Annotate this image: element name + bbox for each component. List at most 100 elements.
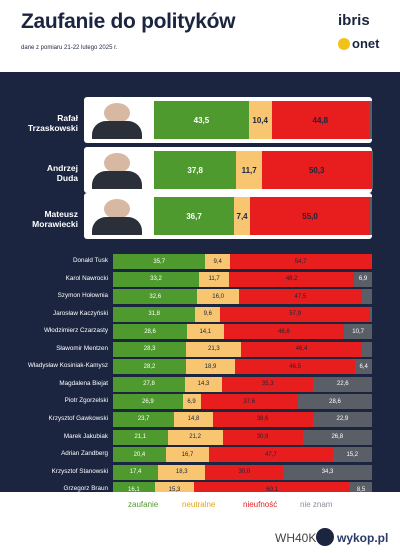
politician-bar-neutralne: 14,8 bbox=[174, 411, 213, 427]
politician-name: Marek Jakubiak bbox=[63, 432, 108, 440]
politician-bar-nieufnosc: 38,6 bbox=[212, 411, 313, 427]
featured-name: Rafał Trzaskowski bbox=[8, 113, 78, 133]
legend-zaufanie: zaufanie bbox=[128, 500, 159, 509]
featured-name: Mateusz Morawiecki bbox=[8, 209, 78, 229]
politician-bar-zaufanie: 21,1 bbox=[113, 429, 168, 445]
politician-bar-nie-znam bbox=[370, 306, 372, 322]
politician-bar-neutralne: 11,7 bbox=[198, 271, 230, 287]
politician-bar-nie-znam: 34,3 bbox=[283, 464, 372, 480]
legend-nieufnosc: nieufność bbox=[243, 500, 278, 509]
featured-name-line2: Trzaskowski bbox=[27, 123, 78, 133]
politician-bar-nieufnosc: 47,7 bbox=[209, 447, 333, 463]
politician-bar-nieufnosc: 30,9 bbox=[222, 429, 303, 445]
politician-bar-nie-znam bbox=[371, 254, 372, 269]
politician-bar-zaufanie: 35,7 bbox=[113, 254, 206, 269]
politician-bar-neutralne: 16,0 bbox=[197, 289, 239, 305]
politician-bar-nieufnosc: 46,5 bbox=[234, 359, 356, 375]
politician-bar-nie-znam: 22,6 bbox=[313, 376, 372, 392]
politician-name: Karol Nawrocki bbox=[65, 274, 108, 282]
politician-bar-nieufnosc: 46,6 bbox=[223, 324, 345, 340]
politician-name: Szymon Hołownia bbox=[57, 292, 108, 300]
wykop-logo-icon bbox=[316, 528, 334, 546]
politician-bar-neutralne: 18,9 bbox=[186, 359, 235, 375]
featured-bar-nie-znam bbox=[369, 101, 372, 139]
politician-name: Magdalena Biejat bbox=[59, 379, 108, 387]
politician-name: Donald Tusk bbox=[72, 257, 108, 264]
politician-bar-nieufnosc: 35,3 bbox=[222, 376, 314, 392]
politician-name: Krzysztof Gawkowski bbox=[48, 414, 108, 422]
politician-bar-nieufnosc: 57,9 bbox=[220, 306, 371, 322]
page-subtitle: dane z pomiaru 21-22 lutego 2025 r. bbox=[21, 45, 118, 51]
politician-bar-nieufnosc: 46,4 bbox=[241, 341, 362, 357]
legend-neutralne: neutralne bbox=[182, 500, 216, 509]
politician-name: Adrian Zandberg bbox=[61, 450, 108, 458]
politician-bar-nieufnosc: 37,6 bbox=[200, 394, 298, 410]
featured-bar-neutralne: 11,7 bbox=[236, 151, 262, 189]
politician-name: Władysław Kosiniak-Kamysz bbox=[27, 362, 108, 370]
politician-name: Jarosław Kaczyński bbox=[53, 309, 108, 317]
portrait-head bbox=[104, 153, 130, 173]
portrait-suit bbox=[92, 121, 142, 139]
featured-name-line2: Morawiecki bbox=[32, 219, 78, 229]
politician-bar-zaufanie: 32,6 bbox=[113, 289, 198, 305]
politician-bar-nieufnosc: 47,5 bbox=[238, 289, 362, 305]
politician-bar-neutralne: 14,3 bbox=[185, 376, 223, 392]
politician-bar-zaufanie: 28,3 bbox=[113, 341, 187, 357]
politician-bar-zaufanie: 31,8 bbox=[113, 306, 196, 322]
featured-bar-zaufanie: 37,8 bbox=[154, 151, 237, 189]
politician-bar-nie-znam: 26,8 bbox=[302, 429, 372, 445]
politician-bar-nie-znam: 6,9 bbox=[354, 271, 372, 287]
featured-bar-nieufnosc: 44,8 bbox=[271, 101, 370, 139]
politician-name: Włodzimierz Czarzasty bbox=[43, 327, 108, 335]
featured-bar-nieufnosc: 55,0 bbox=[250, 197, 371, 235]
politician-bar-zaufanie: 33,2 bbox=[113, 271, 199, 287]
legend-nie-znam: nie znam bbox=[300, 500, 333, 509]
politician-bar-zaufanie: 17,4 bbox=[113, 464, 159, 480]
politician-bar-nie-znam: 22,9 bbox=[312, 411, 372, 427]
portrait-head bbox=[104, 199, 130, 219]
politician-bar-nie-znam: 10,7 bbox=[344, 324, 372, 340]
featured-name-line2: Duda bbox=[56, 173, 78, 183]
politician-bar-nieufnosc: 48,2 bbox=[229, 271, 355, 287]
politician-bar-zaufanie: 23,7 bbox=[113, 411, 175, 427]
portrait-suit bbox=[92, 171, 142, 189]
politician-bar-zaufanie: 28,2 bbox=[113, 359, 187, 375]
politician-bar-neutralne: 9,4 bbox=[205, 254, 230, 269]
politician-bar-nie-znam: 28,6 bbox=[297, 394, 372, 410]
politician-bar-nie-znam bbox=[361, 341, 372, 357]
portrait-head bbox=[104, 103, 130, 123]
politician-bar-zaufanie: 26,9 bbox=[113, 394, 183, 410]
watermark-text: WH40K z bbox=[275, 531, 326, 545]
legend-area bbox=[0, 492, 400, 523]
featured-name: Andrzej Duda bbox=[8, 163, 78, 183]
featured-bar-neutralne: 10,4 bbox=[248, 101, 272, 139]
portrait-suit bbox=[92, 217, 142, 235]
politician-name: Sławomir Mentzen bbox=[56, 344, 108, 352]
politician-bar-neutralne: 21,3 bbox=[186, 341, 242, 357]
politician-bar-nie-znam bbox=[361, 289, 372, 305]
featured-name-line1: Mateusz bbox=[44, 209, 78, 219]
featured-bar-nieufnosc: 50,3 bbox=[261, 151, 372, 189]
politician-bar-neutralne: 14,1 bbox=[187, 324, 224, 340]
politician-bar-nie-znam: 6,4 bbox=[355, 359, 372, 375]
featured-name-line1: Rafał bbox=[57, 113, 78, 123]
page-title: Zaufanie do polityków bbox=[21, 10, 236, 33]
politician-name: Piotr Zgorzelski bbox=[64, 397, 108, 405]
featured-name-line1: Andrzej bbox=[46, 163, 78, 173]
featured-bar-zaufanie: 36,7 bbox=[154, 197, 234, 235]
politician-bar-neutralne: 9,6 bbox=[195, 306, 221, 322]
featured-bar-nie-znam bbox=[370, 197, 372, 235]
politician-bar-neutralne: 21,2 bbox=[167, 429, 223, 445]
politician-bar-zaufanie: 28,6 bbox=[113, 324, 188, 340]
ibris-logo: ibris bbox=[338, 12, 370, 29]
onet-dot-icon bbox=[338, 38, 350, 50]
politician-bar-nieufnosc: 30,0 bbox=[205, 464, 284, 480]
featured-bar-neutralne: 7,4 bbox=[234, 197, 251, 235]
politician-bar-nieufnosc: 54,7 bbox=[229, 254, 372, 269]
politician-bar-nie-znam: 15,2 bbox=[332, 447, 372, 463]
header: Zaufanie do polityków dane z pomiaru 21-… bbox=[0, 0, 400, 70]
wykop-link[interactable]: wykop.pl bbox=[337, 531, 389, 545]
politician-bar-neutralne: 6,9 bbox=[182, 394, 201, 410]
featured-bar-zaufanie: 43,5 bbox=[154, 101, 249, 139]
politician-name: Grzegorz Braun bbox=[63, 485, 108, 493]
